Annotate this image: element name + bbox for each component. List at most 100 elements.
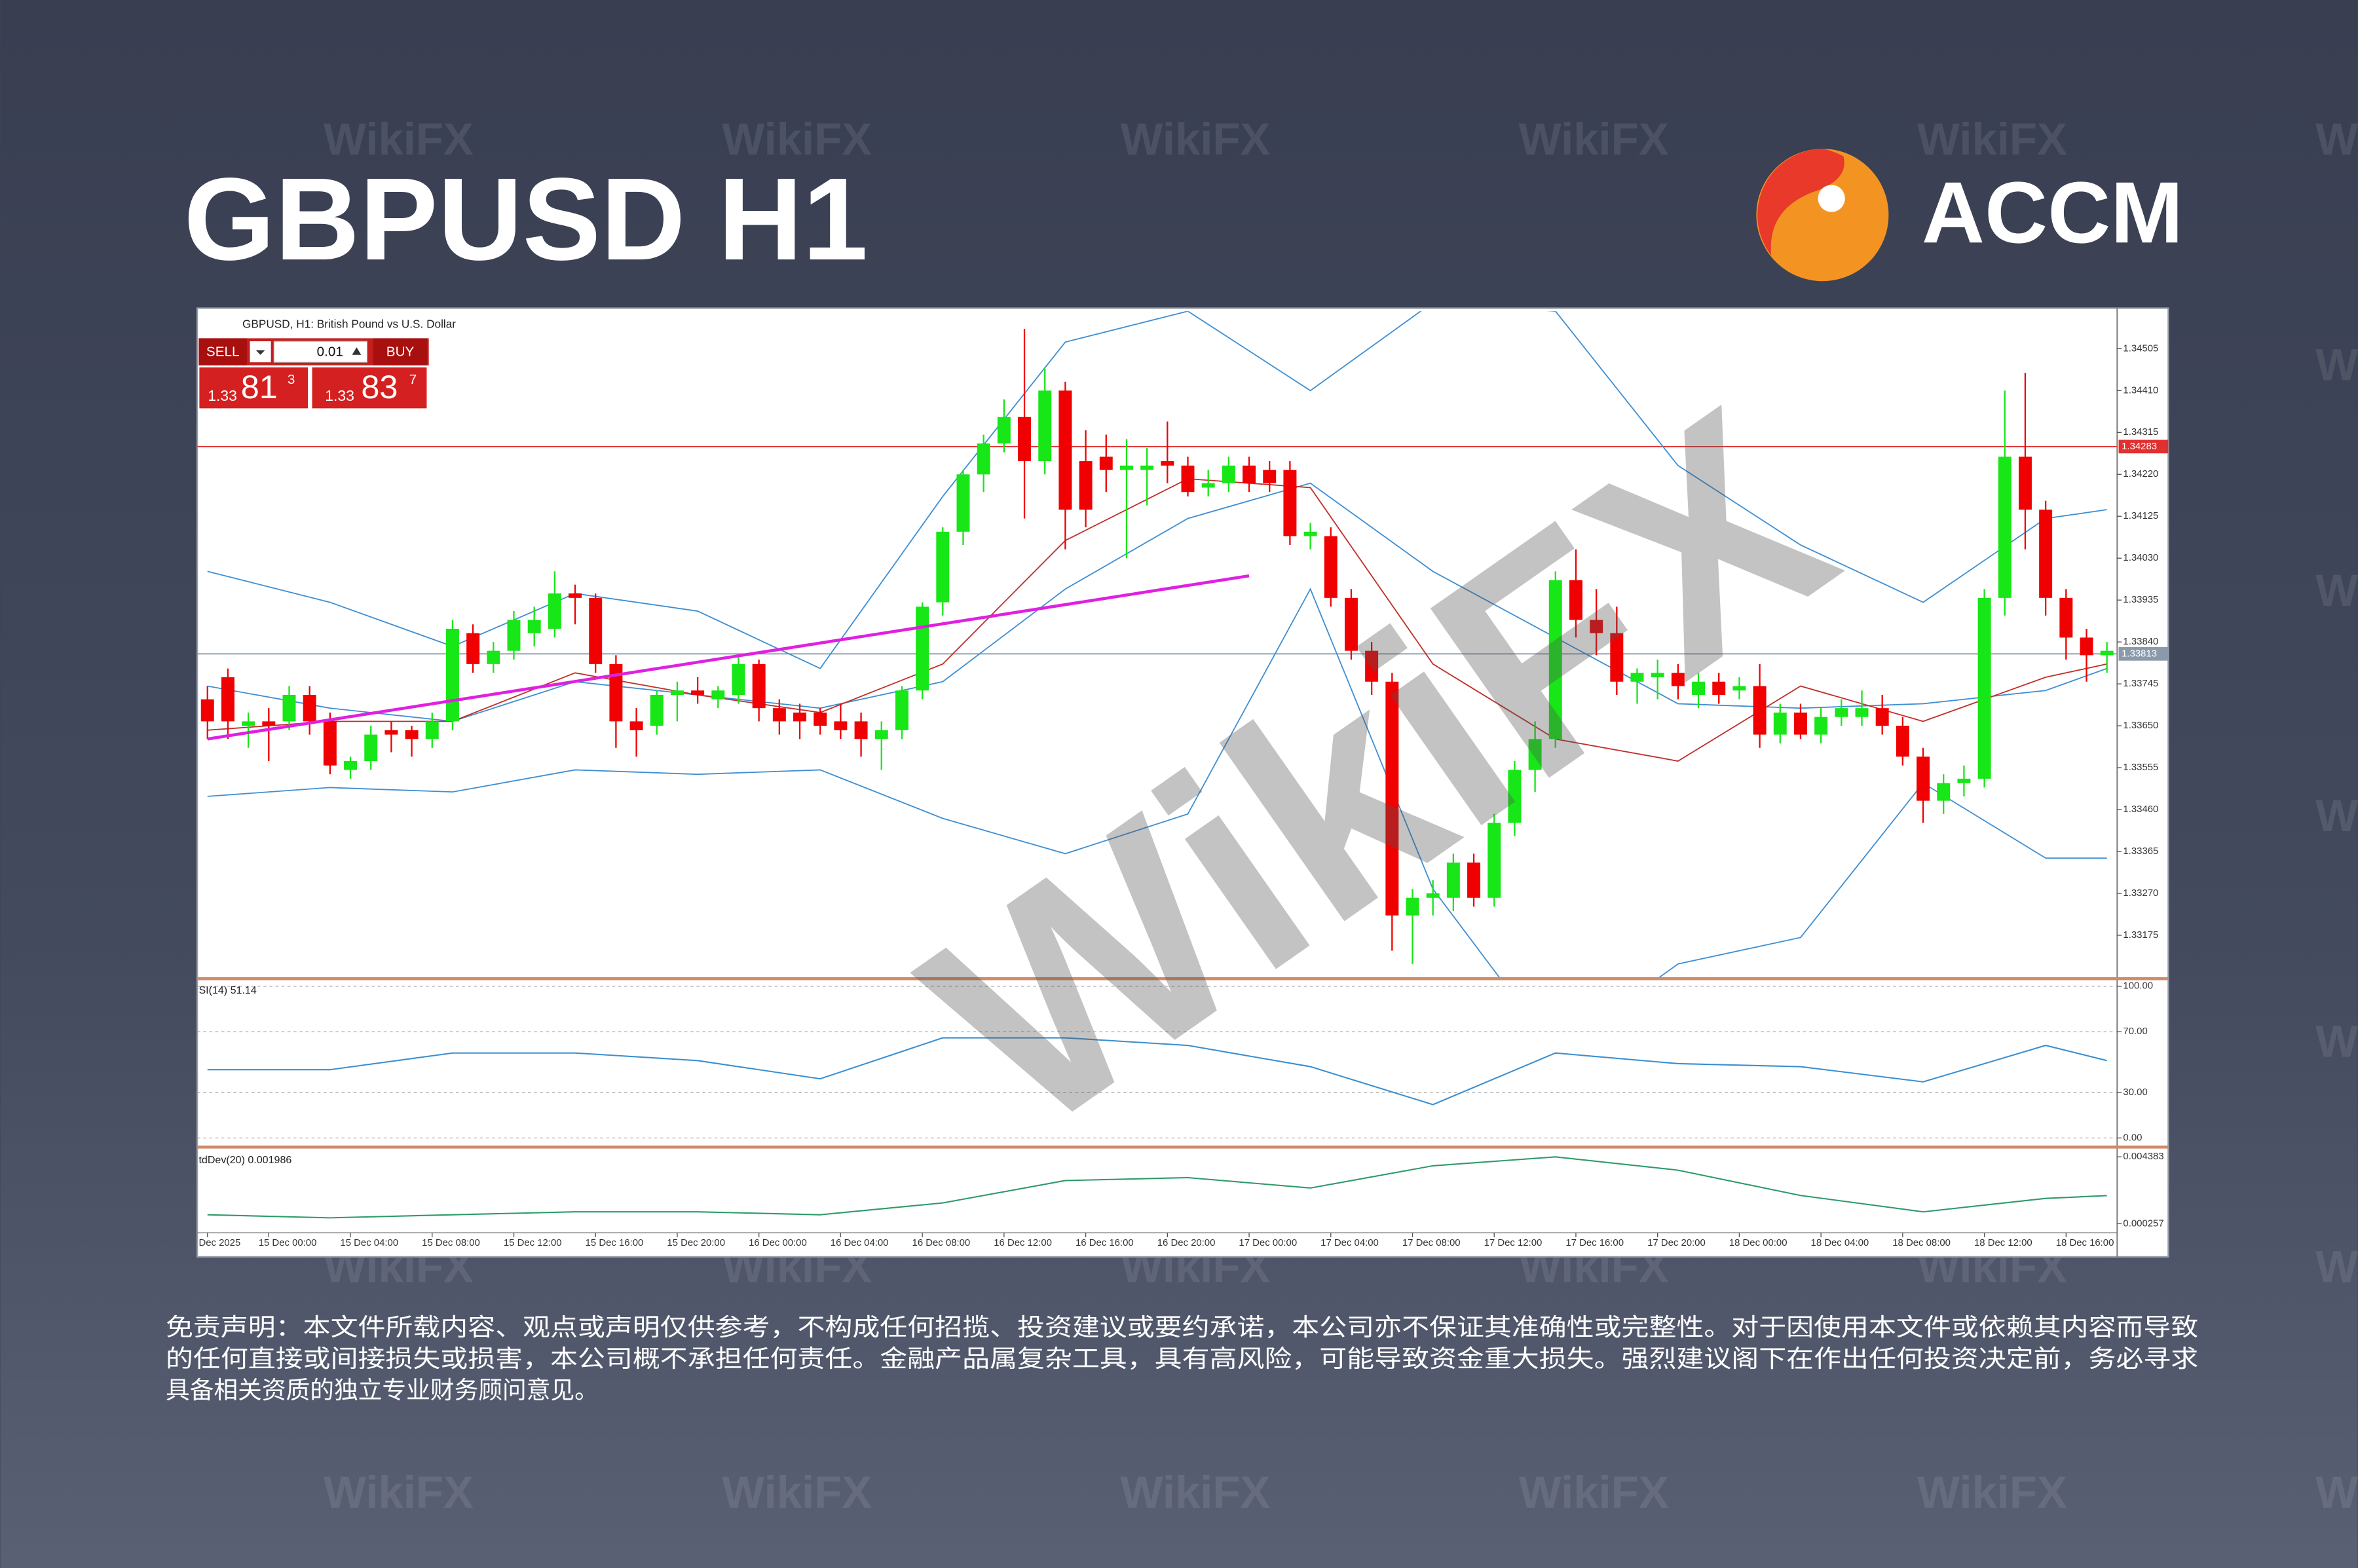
candle-body (1426, 893, 1440, 898)
candle-body (487, 650, 500, 664)
candle-body (609, 663, 623, 722)
logo-swirl (1757, 149, 1844, 256)
x-tick-label: 15 Dec 16:00 (586, 1238, 644, 1248)
candle-body (1875, 708, 1889, 726)
watermark: WikiFX (722, 114, 872, 164)
lot-field[interactable] (273, 341, 368, 363)
sell-button[interactable] (198, 338, 247, 365)
candle-body (282, 694, 296, 722)
bid-point: 3 (288, 372, 295, 387)
candle-body (1814, 717, 1828, 735)
disclaimer-line: 具备相关资质的独立专业财务顾问意见。 (166, 1377, 599, 1404)
x-tick-label: 17 Dec 00:00 (1239, 1238, 1297, 1248)
x-tick-label: 17 Dec 08:00 (1402, 1238, 1461, 1248)
candle-body (1957, 778, 1971, 783)
watermark: WikiFX (324, 1467, 474, 1518)
candle-body (1344, 597, 1358, 651)
x-tick-label: 16 Dec 16:00 (1076, 1238, 1134, 1248)
candle-body (629, 721, 643, 730)
candle-body (1610, 633, 1624, 682)
y-tick-label: 1.33935 (2123, 595, 2158, 605)
watermark: WikiFX (1917, 1467, 2067, 1518)
candle-body (650, 694, 664, 726)
candle-body (1079, 461, 1093, 510)
candle-body (2100, 650, 2114, 656)
watermark: WikiFX (1120, 1467, 1270, 1518)
candle-body (1365, 650, 1379, 682)
disclaimer-line: 的任何直接或间接损失或损害，本公司概不承担任何责任。金融产品属复杂工具，具有高风… (166, 1345, 2198, 1372)
dropdown-arrow (255, 350, 265, 355)
candle-body (691, 690, 705, 695)
ask-pips: 83 (361, 368, 398, 405)
candle-body (364, 734, 378, 761)
y-tick-label: 100.00 (2123, 981, 2153, 992)
candle-body (1569, 580, 1582, 620)
candle-body (1896, 726, 1909, 757)
x-tick-label: 17 Dec 04:00 (1320, 1238, 1379, 1248)
watermark: WikiFX (1519, 114, 1669, 164)
panel (197, 986, 2118, 1139)
y-tick-label: 1.34505 (2123, 343, 2158, 354)
candle-body (1406, 897, 1419, 916)
candle-body (1630, 673, 1644, 682)
candle-body (1324, 536, 1338, 598)
x-tick-label: 17 Dec 16:00 (1565, 1238, 1624, 1248)
ask-point: 7 (409, 372, 417, 387)
y-tick-label: 1.34125 (2123, 511, 2158, 521)
x-tick-label: 16 Dec 08:00 (912, 1238, 971, 1248)
buy-button[interactable] (373, 338, 428, 365)
candle-body (1692, 681, 1706, 695)
sell-label: SELL (206, 345, 240, 360)
watermark: WikiFX (2315, 1242, 2358, 1292)
watermark: WikiFX (2315, 1016, 2358, 1066)
candle-body (1488, 823, 1501, 898)
candle-body (997, 417, 1011, 444)
candle-body (1161, 461, 1174, 466)
candle-body (1937, 783, 1951, 801)
lot-value: 0.01 (317, 345, 343, 360)
candle-body (895, 690, 908, 730)
candle-body (1917, 756, 1930, 801)
y-tick-label: 0.000257 (2123, 1218, 2163, 1229)
candle-body (527, 620, 541, 633)
candle-body (445, 628, 459, 722)
price-label-box (2118, 439, 2169, 454)
candle-body (854, 721, 868, 739)
x-tick-label: Dec 2025 (198, 1238, 240, 1248)
candle-body (711, 690, 725, 700)
candle-body (1446, 862, 1460, 898)
y-tick-label: 1.34030 (2123, 553, 2158, 563)
candle-body (303, 694, 316, 722)
watermark: WikiFX (2315, 1467, 2358, 1518)
x-tick-label: 15 Dec 08:00 (422, 1238, 480, 1248)
candle-body (1181, 465, 1195, 493)
x-tick-label: 16 Dec 12:00 (994, 1238, 1052, 1248)
y-tick-label: 1.34220 (2123, 469, 2158, 479)
watermark: WikiFX (1519, 1467, 1669, 1518)
trade-panel: SELL 0.01 BUY 1.33 81 3 1.33 83 7 (198, 338, 429, 410)
panel (207, 1156, 2107, 1219)
candle-body (956, 474, 970, 532)
watermark: WikiFX (722, 1467, 872, 1518)
candle-body (1793, 712, 1807, 735)
panel-separator (197, 977, 2169, 980)
candle-body (1058, 390, 1072, 510)
panel-title: tdDev(20) 0.001986 (198, 1154, 291, 1166)
candle-body (1099, 457, 1113, 470)
candle-body (589, 597, 603, 664)
candle-body (1528, 739, 1542, 770)
candle-body (1038, 390, 1052, 462)
candle-body (1753, 686, 1767, 735)
watermark: WikiFX (324, 114, 474, 164)
bid-box[interactable] (198, 366, 309, 410)
candle-body (1467, 862, 1481, 898)
page-title: GBPUSD H1 (184, 153, 868, 284)
candle-body (262, 721, 276, 726)
candle-body (200, 699, 214, 722)
ask-box[interactable] (310, 366, 428, 410)
watermark: WikiFX (2315, 340, 2358, 390)
candle-body (425, 721, 439, 739)
candle-body (1201, 483, 1215, 488)
y-tick-label: 1.33270 (2123, 888, 2158, 899)
